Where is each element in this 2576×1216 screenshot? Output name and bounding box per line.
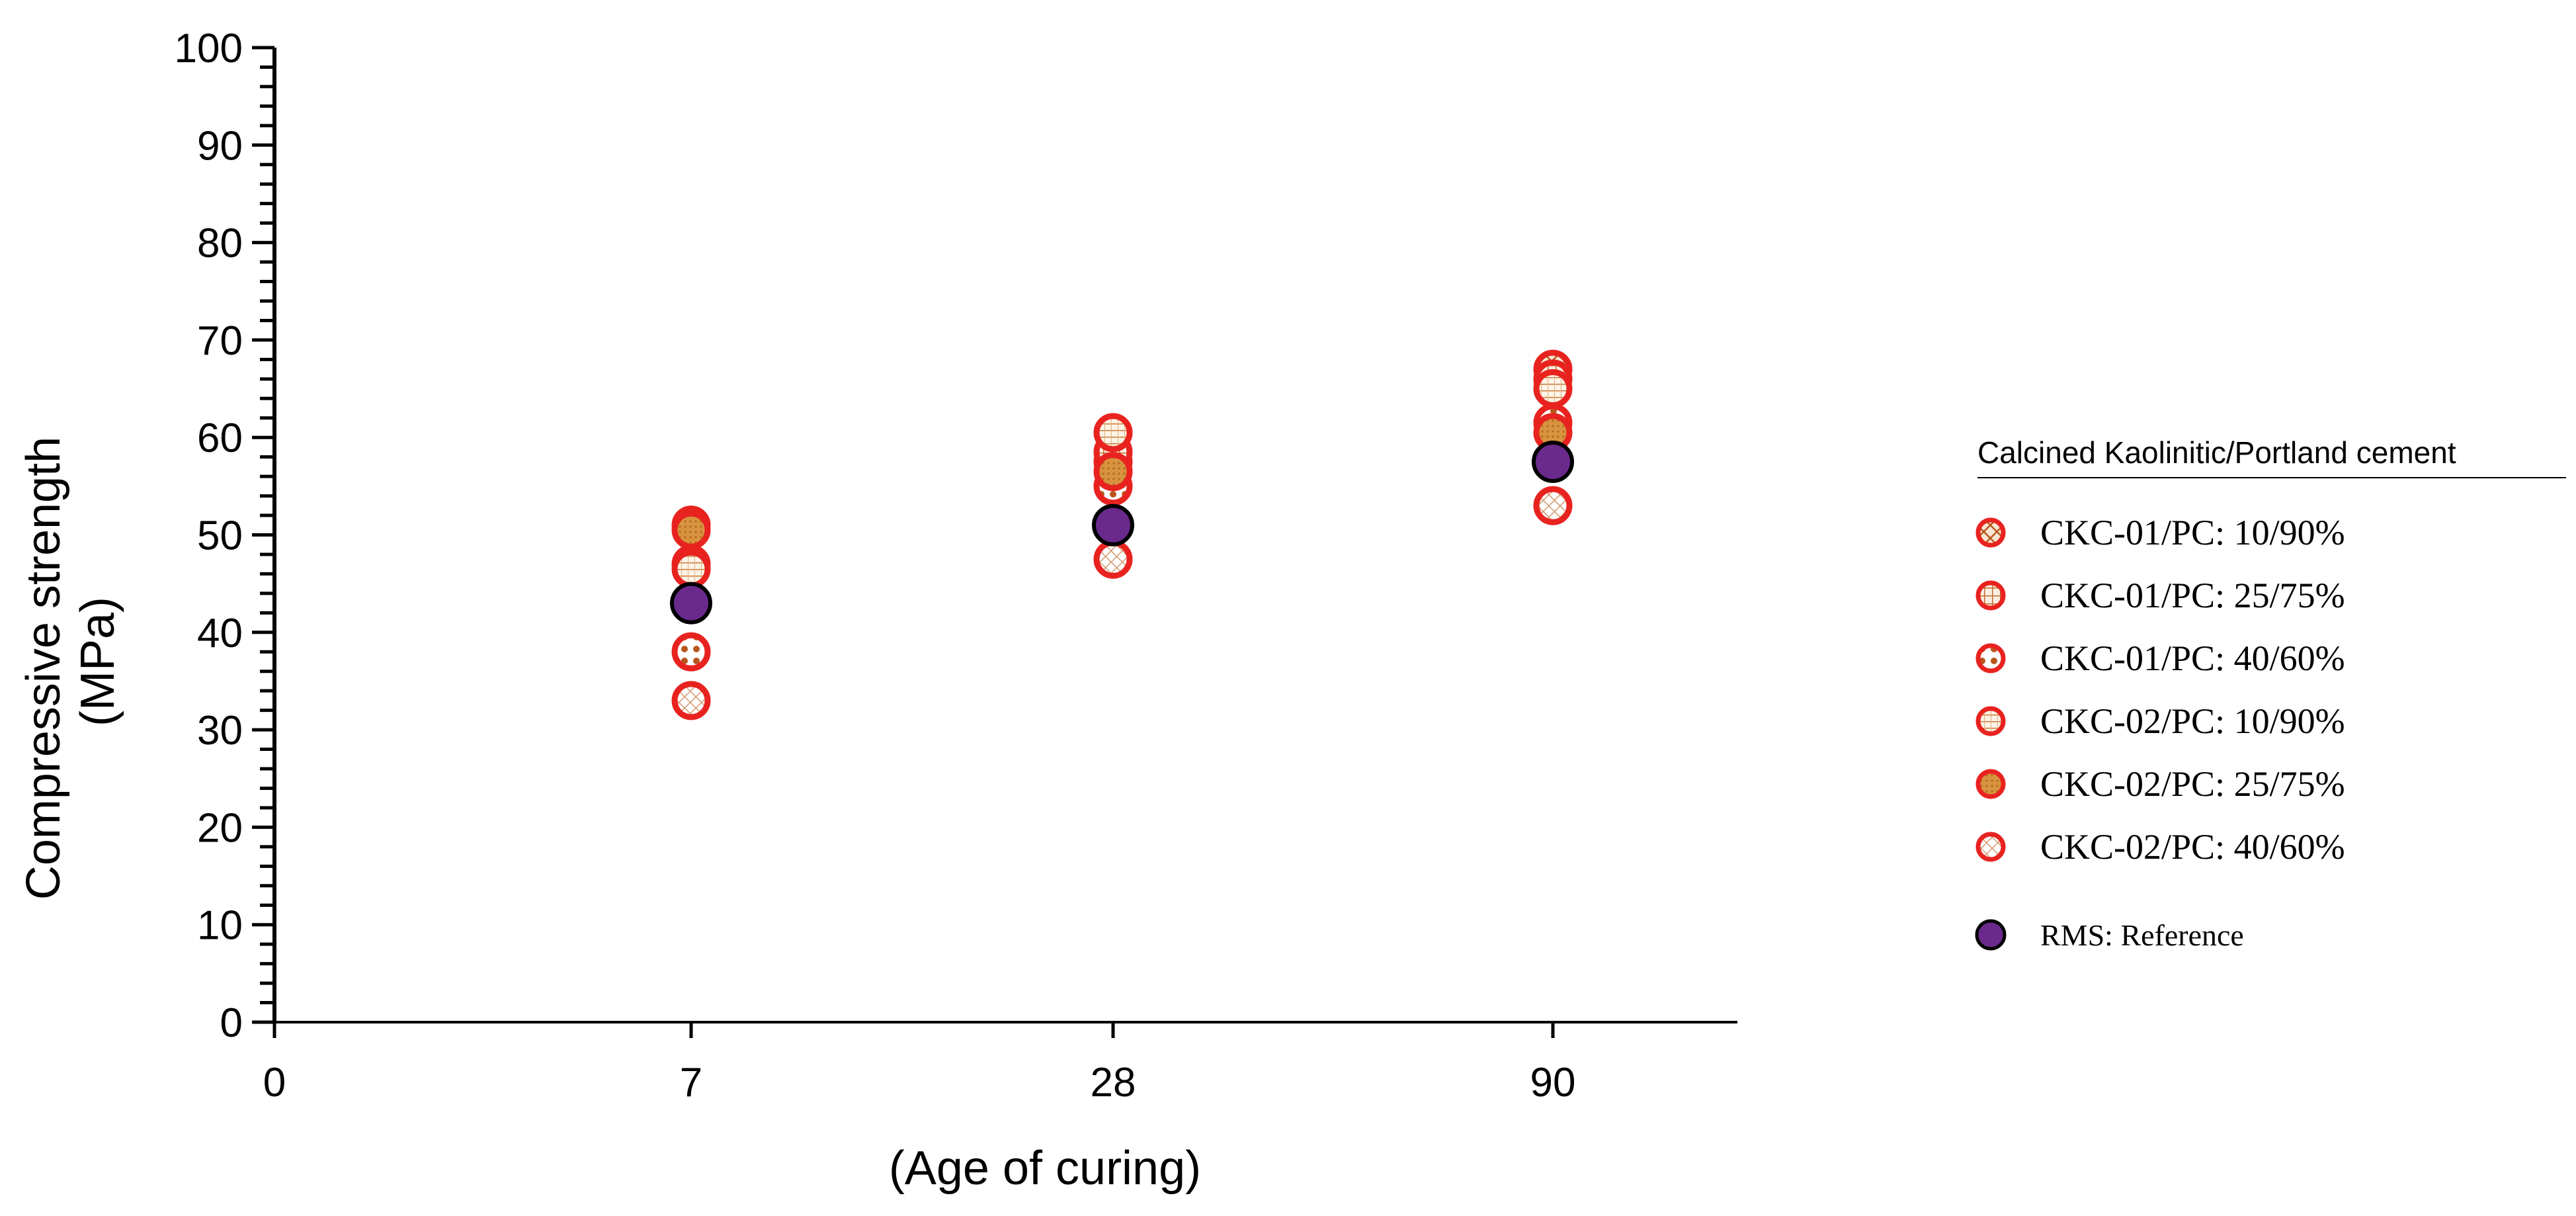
legend-title: Calcined Kaolinitic/Portland cement <box>1977 435 2456 470</box>
data-point <box>671 549 711 589</box>
legend-items: CKC-01/PC: 10/90% CKC-01/PC: 25/75% CKC-01… <box>1975 513 2345 952</box>
x-tick-label: 0 <box>263 1060 286 1106</box>
y-tick-label: 100 <box>175 26 243 71</box>
reference-point <box>1092 503 1134 546</box>
reference-point <box>670 582 712 625</box>
data-point-marker <box>1533 486 1573 525</box>
data-point-marker <box>1093 452 1133 492</box>
reference-point-marker <box>1532 441 1574 484</box>
data-point <box>1533 486 1573 525</box>
legend-marker <box>1975 769 2006 799</box>
legend-label: CKC-01/PC: 25/75% <box>2040 576 2345 615</box>
data-point <box>1093 413 1133 453</box>
legend-marker <box>1975 832 2006 862</box>
legend-label: CKC-02/PC: 25/75% <box>2040 764 2345 804</box>
reference-point-marker <box>670 582 712 625</box>
y-tick-label: 80 <box>197 221 243 267</box>
y-tick-label: 0 <box>220 1000 243 1046</box>
legend-label-reference: RMS: Reference <box>2040 918 2244 952</box>
x-tick-label: 90 <box>1530 1060 1576 1106</box>
y-axis-title-line-1: Compressive strength <box>17 437 70 900</box>
legend: Calcined Kaolinitic/Portland cement CKC-… <box>1975 435 2566 952</box>
legend-item: CKC-02/PC: 40/60% <box>1975 827 2345 867</box>
legend-marker-reference <box>1975 919 2007 951</box>
data-point-marker <box>1093 539 1133 579</box>
legend-item: CKC-01/PC: 10/90% <box>1975 513 2345 552</box>
legend-item: CKC-02/PC: 25/75% <box>1975 764 2345 804</box>
y-tick-label: 90 <box>197 123 243 169</box>
y-tick-label: 30 <box>197 708 243 754</box>
data-point-marker <box>1533 369 1573 409</box>
legend-label: CKC-02/PC: 10/90% <box>2040 701 2345 741</box>
y-tick-label: 40 <box>197 611 243 656</box>
y-tick-label: 70 <box>197 318 243 364</box>
legend-item: CKC-02/PC: 10/90% <box>1975 701 2345 741</box>
data-point <box>671 510 711 550</box>
legend-item: CKC-01/PC: 40/60% <box>1975 638 2345 678</box>
x-tick-label: 7 <box>680 1060 702 1106</box>
data-point-marker <box>671 510 711 550</box>
y-axis-title-line-2: (MPa) <box>71 597 124 726</box>
data-point-marker <box>671 681 711 720</box>
y-axis-title: Compressive strength (MPa) <box>17 423 124 900</box>
data-point <box>1093 539 1133 579</box>
data-point-marker <box>1093 413 1133 453</box>
y-tick-label: 10 <box>197 903 243 949</box>
legend-marker <box>1975 643 2006 673</box>
legend-marker <box>1975 517 2006 548</box>
legend-label: CKC-01/PC: 10/90% <box>2040 513 2345 552</box>
legend-marker <box>1975 580 2006 611</box>
data-point <box>1533 369 1573 409</box>
y-tick-label: 20 <box>197 805 243 851</box>
data-point <box>671 632 711 672</box>
x-axis-title: (Age of curing) <box>889 1142 1201 1195</box>
x-tick-label: 28 <box>1091 1060 1136 1106</box>
legend-label: CKC-02/PC: 40/60% <box>2040 827 2345 867</box>
data-point <box>1093 452 1133 492</box>
x-axis-ticks: 0 7 28 90 <box>263 1022 1576 1106</box>
y-tick-label: 50 <box>197 513 243 559</box>
legend-label: CKC-01/PC: 40/60% <box>2040 638 2345 678</box>
data-point-marker <box>671 632 711 672</box>
legend-item-reference: RMS: Reference <box>1975 918 2244 952</box>
legend-item: CKC-01/PC: 25/75% <box>1975 576 2345 615</box>
reference-point-marker <box>1092 503 1134 546</box>
data-point-marker <box>671 549 711 589</box>
y-tick-label: 60 <box>197 415 243 461</box>
axes <box>272 48 1737 1023</box>
data-point <box>671 681 711 720</box>
y-axis-ticks: 0 10 20 30 40 50 60 70 80 90 100 <box>175 26 274 1046</box>
reference-point <box>1532 441 1574 484</box>
data-points <box>670 349 1574 720</box>
legend-marker <box>1975 706 2006 736</box>
